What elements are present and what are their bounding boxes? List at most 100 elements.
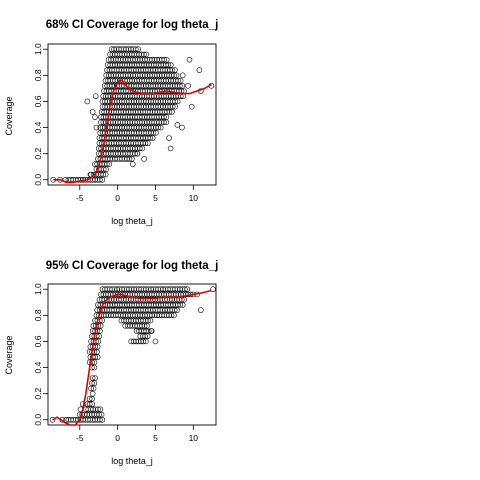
- data-point: [157, 124, 164, 131]
- data-point: [172, 67, 178, 73]
- data-point: [169, 67, 176, 73]
- data-point: [169, 103, 176, 110]
- x-axis-label: log theta_j: [111, 216, 153, 226]
- data-point: [96, 411, 102, 418]
- data-point: [174, 122, 181, 128]
- data-point: [185, 82, 191, 89]
- data-point: [90, 385, 97, 392]
- data-point: [84, 98, 91, 105]
- data-point: [166, 135, 172, 141]
- y-tick-label: 0.6: [33, 335, 43, 347]
- data-point: [147, 135, 154, 141]
- data-point: [86, 401, 93, 407]
- data-point: [188, 103, 195, 110]
- data-point: [167, 145, 174, 152]
- smooth-curve: [53, 79, 212, 184]
- data-point: [88, 385, 94, 392]
- data-point: [153, 129, 159, 136]
- data-point: [89, 375, 96, 381]
- plot-frame: [47, 283, 217, 426]
- x-tick-label: 0: [115, 433, 120, 443]
- data-point: [89, 401, 95, 407]
- data-point: [173, 72, 180, 79]
- data-point: [97, 176, 103, 183]
- data-point: [95, 322, 102, 329]
- x-tick-label: 5: [153, 433, 158, 443]
- data-point: [163, 119, 170, 126]
- data-point: [150, 129, 157, 136]
- data-point: [139, 145, 146, 152]
- y-tick-label: 0.6: [33, 95, 43, 107]
- smooth-curve: [52, 289, 212, 426]
- x-tick-label: 5: [153, 193, 158, 203]
- data-point: [92, 375, 98, 381]
- data-point: [196, 67, 203, 73]
- data-point: [184, 286, 191, 293]
- data-point: [96, 333, 102, 340]
- data-point: [175, 77, 181, 84]
- chart-panel-1: 68% CI Coverage for log theta_j log thet…: [4, 19, 218, 226]
- y-tick-label: 0.0: [33, 174, 43, 186]
- data-point: [97, 416, 103, 423]
- data-point: [144, 333, 151, 340]
- data-point: [89, 390, 96, 397]
- data-point: [89, 109, 96, 115]
- data-point: [92, 114, 98, 120]
- data-point: [155, 124, 162, 131]
- data-point: [179, 72, 186, 79]
- data-point: [140, 338, 147, 345]
- data-point: [144, 322, 150, 329]
- data-point: [179, 82, 186, 89]
- data-point: [91, 364, 98, 371]
- data-point: [166, 109, 173, 115]
- data-point: [142, 140, 149, 147]
- x-tick-label: 10: [189, 193, 199, 203]
- y-tick-label: 0.4: [33, 121, 43, 133]
- data-point: [174, 307, 180, 313]
- data-point: [97, 328, 103, 334]
- data-point: [141, 322, 148, 329]
- x-tick-label: -5: [76, 433, 84, 443]
- y-ticks: 0.0 0.2 0.4 0.6 0.8 1.0: [33, 283, 48, 426]
- data-point: [94, 343, 101, 350]
- data-point: [181, 296, 188, 303]
- x-tick-label: 0: [115, 193, 120, 203]
- scatter-points: [49, 286, 216, 423]
- data-point: [179, 124, 185, 131]
- data-point: [92, 93, 99, 100]
- y-tick-label: 1.0: [33, 283, 43, 295]
- data-point: [165, 62, 172, 68]
- y-tick-label: 0.2: [33, 147, 43, 159]
- chart-title: 95% CI Coverage for log theta_j: [46, 260, 219, 272]
- data-point: [167, 62, 174, 68]
- data-point: [145, 328, 152, 334]
- data-point: [126, 156, 133, 162]
- data-point: [91, 380, 98, 387]
- data-point: [147, 317, 154, 324]
- y-tick-label: 0.8: [33, 309, 43, 321]
- data-point: [94, 349, 100, 355]
- data-point: [174, 98, 181, 105]
- data-point: [95, 406, 101, 413]
- data-point: [145, 140, 151, 147]
- data-point: [129, 156, 135, 162]
- data-point: [49, 416, 56, 423]
- y-axis-label: Coverage: [4, 96, 14, 135]
- data-point: [148, 328, 155, 334]
- data-point: [99, 176, 106, 183]
- data-point: [134, 150, 141, 157]
- data-point: [141, 156, 147, 162]
- data-point: [172, 103, 178, 110]
- data-point: [97, 406, 104, 413]
- data-point: [106, 161, 113, 167]
- data-point: [93, 124, 100, 131]
- data-point: [92, 354, 99, 360]
- y-tick-label: 1.0: [33, 43, 43, 55]
- y-ticks: 0.0 0.2 0.4 0.6 0.8 1.0: [33, 43, 48, 186]
- y-tick-label: 0.2: [33, 387, 43, 399]
- data-point: [98, 411, 105, 418]
- x-ticks: -5 0 5 10: [76, 185, 198, 203]
- x-tick-label: -5: [76, 193, 84, 203]
- data-point: [143, 51, 150, 58]
